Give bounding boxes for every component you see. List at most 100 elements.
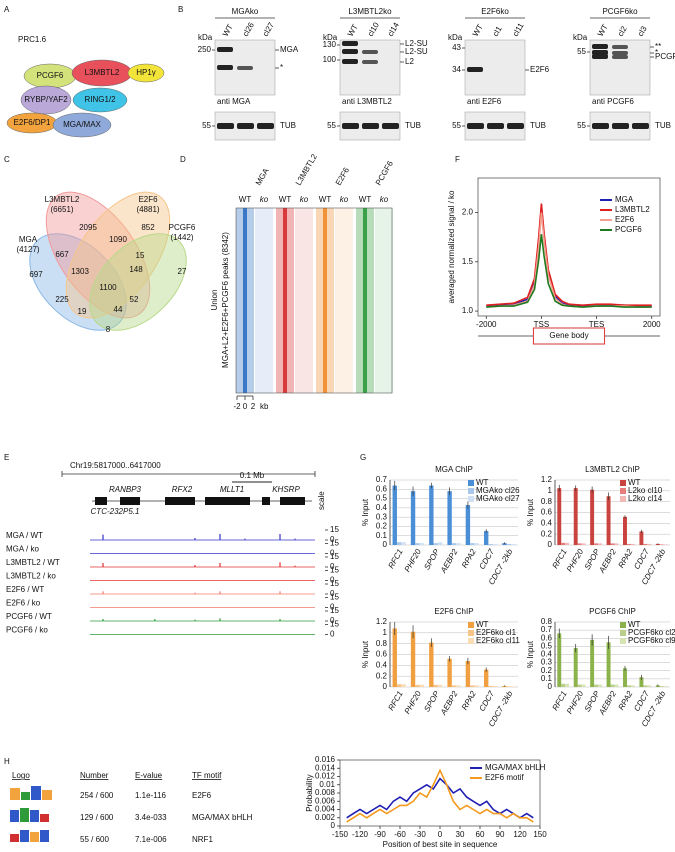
- x-tick-label: 2000: [643, 320, 661, 329]
- condition-label: ko: [380, 195, 389, 204]
- gene-label: CTC-232P5.1: [91, 507, 140, 516]
- panel-label: A: [4, 5, 10, 14]
- y-tick-label: 0: [548, 682, 553, 691]
- bar: [594, 684, 599, 687]
- bar: [483, 531, 489, 545]
- antibody-label: anti PCGF6: [592, 97, 634, 106]
- bar: [451, 543, 457, 545]
- bar: [577, 684, 582, 687]
- band: [362, 60, 378, 64]
- kda-marker: 130: [323, 40, 337, 49]
- x-tick-label: RPA2: [460, 547, 478, 570]
- y-tick-label: 2.0: [462, 208, 474, 217]
- condition-label: ko: [340, 195, 349, 204]
- y-tick-label: 0: [331, 821, 336, 830]
- x-tick-label: 0: [438, 830, 443, 839]
- y-tick-label: 0.3: [376, 512, 388, 521]
- bar: [573, 648, 578, 687]
- band: [592, 50, 608, 55]
- track-scale: 0: [330, 616, 335, 625]
- kda-marker: 55: [327, 121, 336, 130]
- chart-title: MGA ChIP: [435, 465, 473, 474]
- series-line: [346, 777, 534, 819]
- bar: [643, 685, 648, 687]
- condition-label: WT: [319, 195, 332, 204]
- bar: [643, 543, 648, 545]
- band: [612, 45, 628, 49]
- legend-swatch: [620, 638, 626, 644]
- legend-label: WT: [628, 620, 641, 629]
- bar: [492, 544, 498, 545]
- band: [592, 44, 608, 49]
- legend-swatch: [468, 480, 474, 486]
- bar: [561, 683, 566, 687]
- y-tick-label: 1.2: [376, 617, 388, 626]
- bar: [557, 488, 562, 545]
- y-tick-label: 0.6: [376, 650, 388, 659]
- y-tick-label: 0.016: [315, 755, 336, 764]
- bar: [429, 642, 434, 687]
- legend-label: MGAko cl27: [476, 494, 520, 503]
- band: [507, 123, 524, 129]
- factor-label: PCGF6: [374, 159, 395, 187]
- x-tick-label: AEBP2: [438, 547, 459, 575]
- track-scale: 0: [330, 535, 335, 544]
- y-tick-label: 0.01: [319, 780, 335, 789]
- x-tick-label: -30: [414, 830, 426, 839]
- venn-count: 27: [178, 267, 187, 276]
- gene-block: [205, 497, 250, 505]
- chart-title: PCGF6 ChIP: [589, 607, 636, 616]
- bar: [401, 542, 406, 545]
- y-tick-label: 0.5: [541, 641, 553, 650]
- bar: [465, 661, 471, 687]
- chart-title: E2F6 ChIP: [434, 607, 473, 616]
- x-tick-label: 150: [533, 830, 547, 839]
- loading-label: TUB: [280, 121, 296, 130]
- x-tick-label: -90: [374, 830, 386, 839]
- legend-swatch: [620, 480, 626, 486]
- bar: [483, 669, 489, 687]
- y-tick-label: 1.5: [462, 257, 474, 266]
- x-tick-label: CDC7: [477, 689, 496, 713]
- legend-label: L2ko cl14: [628, 494, 663, 503]
- y-tick-label: 0.2: [376, 671, 388, 680]
- gene-block: [262, 497, 270, 505]
- y-tick-label: 0.2: [541, 666, 553, 675]
- x-tick-label: RFC1: [386, 548, 404, 571]
- panel-label: D: [180, 155, 186, 164]
- condition-label: ko: [260, 195, 269, 204]
- bar: [392, 628, 397, 687]
- bar: [630, 543, 635, 545]
- bar: [506, 686, 512, 687]
- set-name: MGA: [19, 235, 38, 244]
- legend-label: E2F6 motif: [485, 773, 524, 782]
- y-tick-label: 0.014: [315, 763, 336, 772]
- track-label: E2F6 / ko: [6, 599, 41, 608]
- heatmap-center: [243, 208, 247, 393]
- band: [342, 59, 358, 64]
- track-label: E2F6 / WT: [6, 585, 44, 594]
- bar: [470, 685, 475, 687]
- complex-title: PRC1.6: [18, 35, 47, 44]
- bar: [659, 686, 664, 687]
- y-tick-label: 0.012: [315, 772, 336, 781]
- venn-count: 852: [141, 223, 155, 232]
- region-label: Chr19:5817000..6417000: [70, 461, 161, 470]
- y-tick-label: 1: [548, 486, 553, 495]
- blot: [339, 39, 401, 96]
- bar: [488, 685, 493, 687]
- gene-body-label: Gene body: [549, 331, 588, 340]
- row-label: Union: [210, 290, 219, 311]
- venn-count: 8: [106, 325, 111, 334]
- band: [382, 123, 399, 129]
- band: [237, 66, 253, 70]
- bar: [565, 683, 570, 687]
- panel-label: C: [4, 155, 10, 164]
- heatmap-col: [295, 208, 313, 393]
- blot-title: PCGF6ko: [602, 7, 638, 16]
- subunit-label: L3MBTL2: [85, 68, 120, 77]
- band: [612, 51, 628, 55]
- bar: [590, 639, 595, 687]
- x-tick-label: PHF20: [403, 547, 424, 574]
- track-scale: 15: [330, 620, 339, 629]
